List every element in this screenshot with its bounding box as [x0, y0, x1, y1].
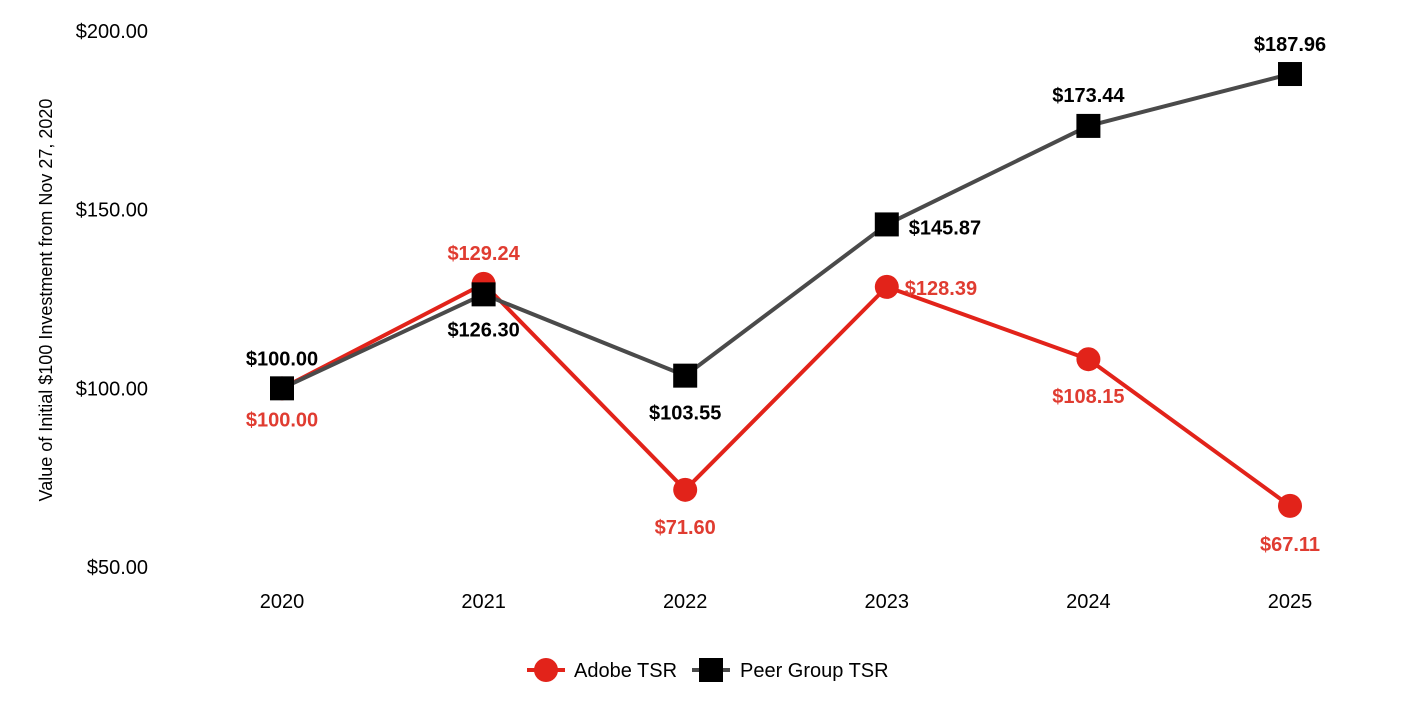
legend-adobe-marker	[534, 658, 558, 682]
peer-group-tsr-point	[1278, 62, 1302, 87]
y-axis-title: Value of Initial $100 Investment from No…	[36, 99, 56, 502]
y-tick-label: $150.00	[76, 200, 148, 222]
legend: Adobe TSR Peer Group TSR	[527, 658, 889, 682]
x-tick-label: 2021	[461, 591, 506, 613]
adobe-tsr-data-label: $71.60	[655, 517, 716, 539]
adobe-tsr-data-label: $128.39	[905, 278, 977, 300]
peer-group-tsr-data-label: $100.00	[246, 348, 318, 370]
adobe-tsr-data-label: $67.11	[1260, 534, 1320, 556]
series-lines	[281, 72, 1292, 508]
adobe-tsr-data-label: $100.00	[246, 409, 318, 431]
peer-group-tsr-point	[270, 376, 294, 401]
x-tick-label: 2020	[260, 591, 305, 613]
peer-group-tsr-data-label: $145.87	[909, 217, 981, 239]
data-labels: $100.00 $129.24 $71.60 $128.39 $108.15 $67.11…	[246, 34, 1326, 556]
peer-group-tsr-data-label: $173.44	[1052, 85, 1125, 107]
peer-group-tsr-data-label: $187.96	[1254, 34, 1326, 56]
peer-group-tsr-data-label: $126.30	[447, 319, 519, 341]
adobe-tsr-data-label: $108.15	[1052, 386, 1124, 408]
legend-peer-label: Peer Group TSR	[740, 660, 889, 682]
x-tick-label: 2023	[865, 591, 910, 613]
y-axis-ticks: $50.00 $100.00 $150.00 $200.00	[76, 21, 148, 579]
peer-group-tsr-point	[1076, 113, 1101, 138]
legend-adobe-label: Adobe TSR	[574, 660, 677, 682]
series-line-peer-group-tsr	[281, 72, 1291, 391]
adobe-tsr-point	[1278, 493, 1302, 518]
series-line-adobe-tsr	[281, 281, 1292, 508]
adobe-tsr-point	[673, 477, 698, 502]
adobe-tsr-data-label: $129.24	[447, 243, 520, 265]
y-tick-label: $50.00	[87, 557, 148, 579]
peer-group-tsr-data-label: $103.55	[649, 403, 721, 425]
y-tick-label: $200.00	[76, 21, 148, 43]
x-tick-label: 2024	[1066, 591, 1111, 613]
peer-group-tsr-point	[874, 212, 899, 237]
legend-peer-marker	[699, 658, 723, 682]
x-tick-label: 2025	[1268, 591, 1313, 613]
series-markers	[270, 62, 1302, 518]
adobe-tsr-point	[874, 274, 899, 299]
peer-group-tsr-point	[673, 363, 698, 388]
peer-group-tsr-point	[471, 282, 496, 307]
adobe-tsr-point	[1076, 347, 1101, 372]
x-tick-label: 2022	[663, 591, 708, 613]
y-tick-label: $100.00	[76, 378, 148, 400]
x-axis-ticks: 2020 2021 2022 2023 2024 2025	[260, 591, 1313, 613]
